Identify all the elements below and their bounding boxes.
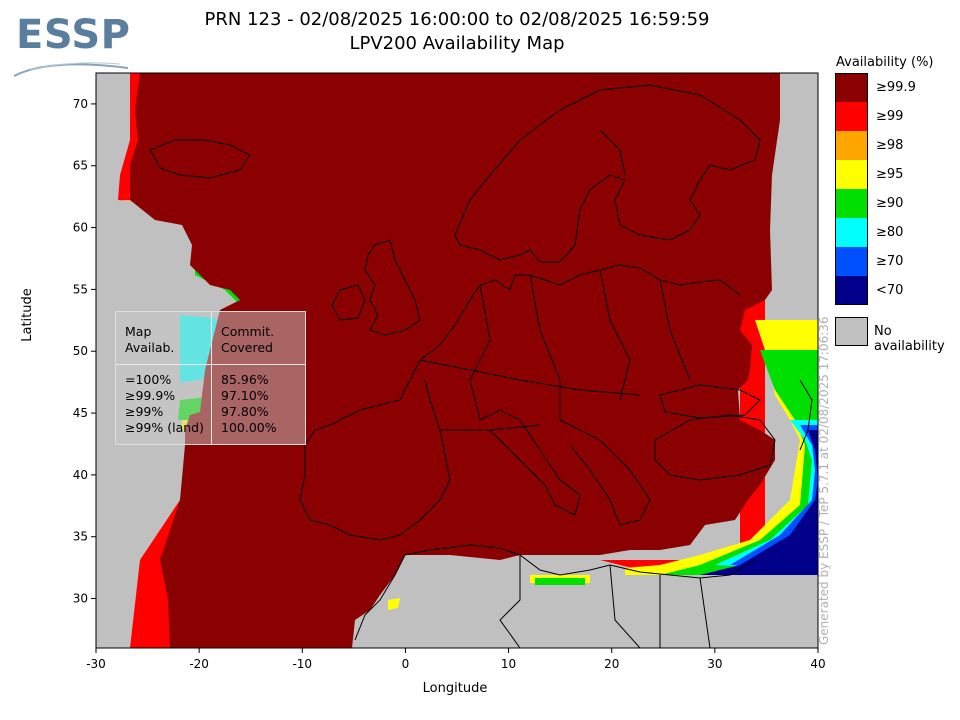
- coverage-stats-box: Map Availab. Commit. Covered =100% 85.96…: [115, 311, 306, 445]
- y-axis-label: Latitude: [20, 288, 35, 342]
- y-tick-label: 50: [73, 344, 88, 358]
- stats-value: 85.96%: [221, 372, 269, 387]
- legend-swatch: [835, 160, 868, 189]
- legend-swatch: [835, 73, 868, 102]
- legend-label: <70: [876, 283, 904, 298]
- legend-swatch: [835, 276, 868, 305]
- map-subtitle: LPV200 Availability Map: [349, 33, 565, 54]
- availability-band-africa-green: [535, 578, 585, 585]
- x-tick-label: 40: [810, 657, 825, 671]
- y-tick-label: 40: [73, 468, 88, 482]
- legend-label: ≥99: [876, 109, 904, 124]
- x-tick-label: 10: [501, 657, 516, 671]
- x-axis-label: Longitude: [422, 681, 488, 696]
- stats-header-left-1: Map: [125, 324, 152, 339]
- legend-swatch: [835, 131, 868, 160]
- legend-label: ≥70: [876, 254, 904, 269]
- legend-label: ≥80: [876, 225, 904, 240]
- x-tick-label: -20: [189, 657, 209, 671]
- x-tick-label: 20: [604, 657, 619, 671]
- stats-divider-horizontal: [116, 364, 305, 365]
- x-tick-label: 0: [402, 657, 410, 671]
- y-axis-ticks: 30 35 40 45 50 55 60 65 70: [73, 97, 96, 606]
- legend-title: Availability (%): [836, 55, 934, 70]
- stats-level: ≥99.9%: [125, 388, 176, 403]
- y-tick-label: 45: [73, 406, 88, 420]
- legend-label: ≥98: [876, 138, 904, 153]
- legend-swatch: [835, 189, 868, 218]
- x-tick-label: -30: [86, 657, 106, 671]
- y-tick-label: 35: [73, 530, 88, 544]
- legend-label: ≥99.9: [876, 80, 916, 95]
- stats-divider-vertical: [211, 312, 212, 444]
- y-tick-label: 60: [73, 221, 88, 235]
- availability-band-99-9: [130, 73, 780, 648]
- stats-header-right-2: Covered: [221, 340, 273, 355]
- y-tick-label: 65: [73, 159, 88, 173]
- availability-band-east-lt70: [700, 430, 818, 575]
- x-tick-label: -10: [292, 657, 312, 671]
- legend-label: ≥90: [876, 196, 904, 211]
- legend-swatch: [835, 218, 868, 247]
- generated-by-note: Generated by ESSP / TeP 5.7.1 at 02/08/2…: [817, 316, 831, 645]
- logo-swoosh-icon: [13, 62, 129, 77]
- stats-header-right-1: Commit.: [221, 324, 275, 339]
- stats-value: 97.80%: [221, 404, 269, 419]
- x-axis-ticks: -30 -20 -10 0 10 20 30 40: [86, 648, 826, 671]
- y-tick-label: 55: [73, 282, 88, 296]
- stats-level: ≥99%: [125, 404, 164, 419]
- x-tick-label: 30: [707, 657, 722, 671]
- stats-value: 100.00%: [221, 420, 277, 435]
- availability-band-morocco-tip: [388, 598, 400, 610]
- stats-level: ≥99% (land): [125, 420, 204, 435]
- legend-label: ≥95: [876, 167, 904, 182]
- essp-logo: [10, 10, 140, 80]
- legend-swatch: [835, 247, 868, 276]
- plot-frame: [95, 72, 819, 649]
- legend-swatch: [835, 102, 868, 131]
- map-title: PRN 123 - 02/08/2025 16:00:00 to 02/08/2…: [204, 9, 710, 30]
- stats-level: =100%: [125, 372, 172, 387]
- stats-header-left-2: Availab.: [125, 340, 175, 355]
- y-tick-label: 30: [73, 592, 88, 606]
- stats-value: 97.10%: [221, 388, 269, 403]
- y-tick-label: 70: [73, 97, 88, 111]
- logo-text: ESSP: [16, 12, 131, 58]
- legend-label-no-availability: No availability: [874, 324, 945, 354]
- coastlines: [149, 84, 813, 648]
- legend-swatch-no-availability: [835, 317, 868, 346]
